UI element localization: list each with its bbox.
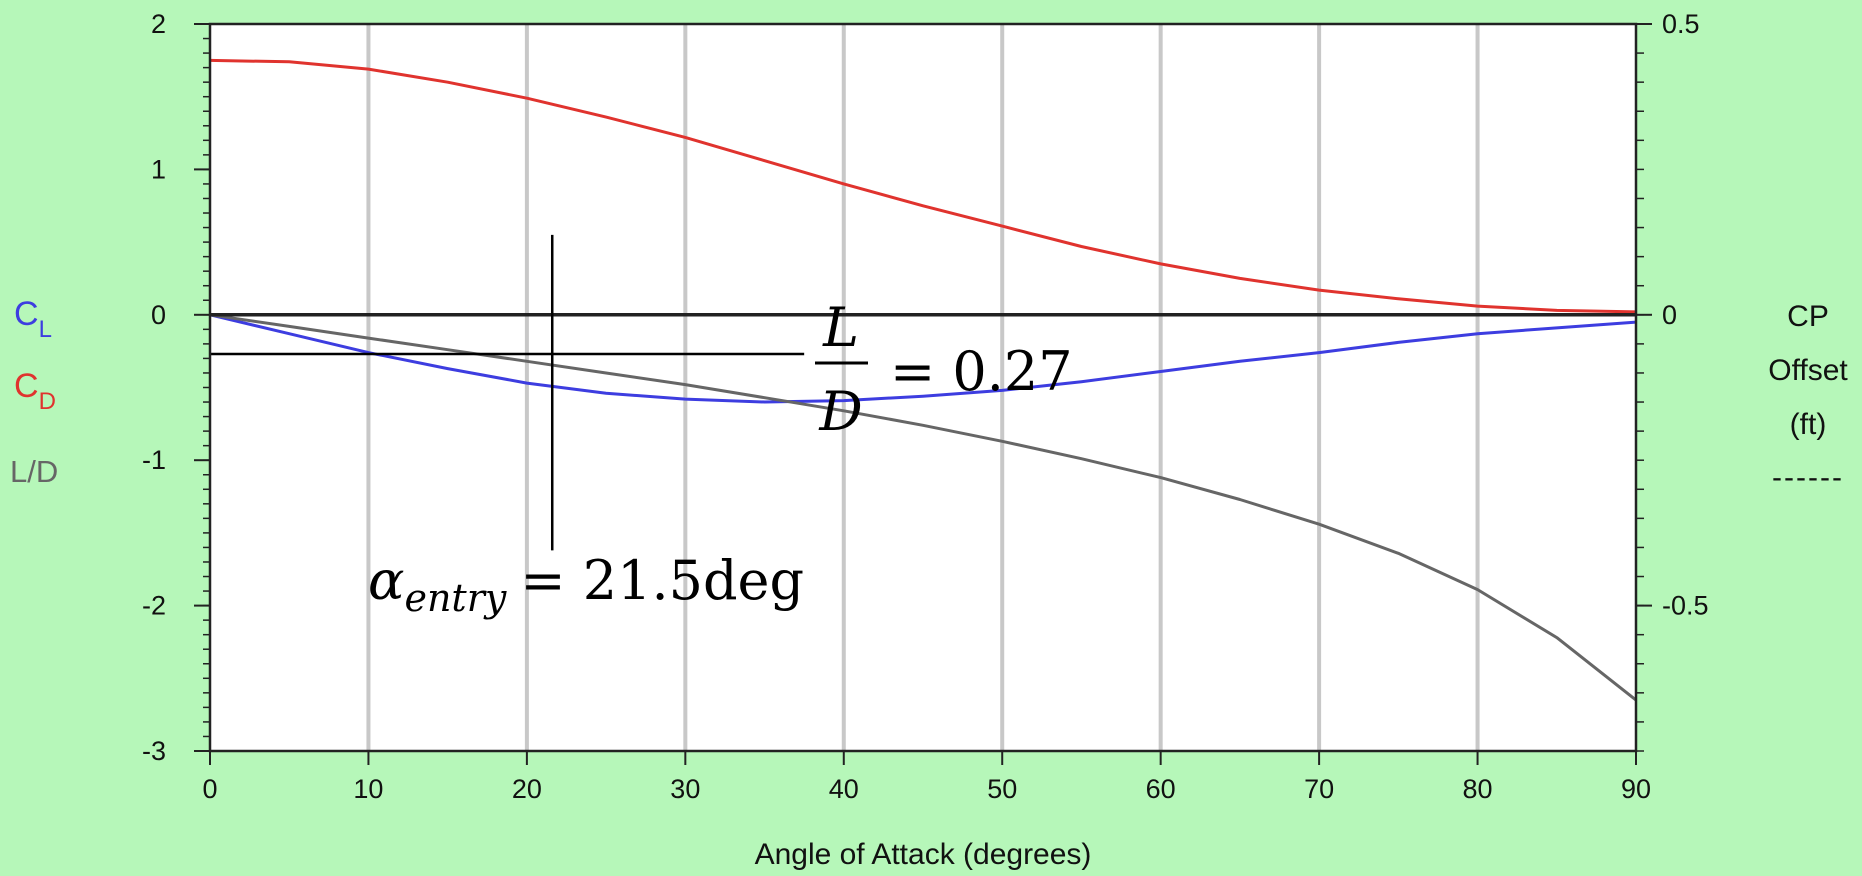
x-tick-label-3: 30 bbox=[670, 774, 700, 804]
y-tick-label-3: 0 bbox=[151, 300, 166, 330]
alpha-label: αentry = 21.5deg bbox=[368, 549, 804, 620]
series-line-0 bbox=[209, 58, 1637, 314]
y-tick-label-4: 1 bbox=[151, 154, 166, 184]
ticks: 0 10 20 30 40 50 60 70 80 90 -3 -2 -1 0 1 2 -0.5 0 0.5 bbox=[142, 9, 1709, 804]
x-tick-label-1: 10 bbox=[353, 774, 383, 804]
x-tick-label-4: 40 bbox=[829, 774, 859, 804]
right-label-line-1: CP bbox=[1787, 300, 1829, 333]
ld-numerator: L bbox=[822, 296, 859, 359]
series-line-2 bbox=[209, 313, 1637, 702]
x-tick-label-0: 0 bbox=[202, 774, 217, 804]
x-tick-label-2: 20 bbox=[512, 774, 542, 804]
annotation-lines bbox=[210, 234, 805, 551]
right-label-dash: ------ bbox=[1772, 461, 1844, 494]
x-axis-title: Angle of Attack (degrees) bbox=[755, 838, 1092, 871]
y-tick-label-0: -3 bbox=[142, 736, 166, 766]
y-tick-label-1: -2 bbox=[142, 591, 166, 621]
y2-tick-label-0: -0.5 bbox=[1662, 591, 1709, 621]
ld-value: = 0.27 bbox=[890, 340, 1073, 403]
right-label-line-2: Offset bbox=[1768, 354, 1848, 387]
y-tick-label-5: 2 bbox=[151, 9, 166, 39]
plot-area bbox=[210, 24, 1636, 751]
y-tick-label-2: -1 bbox=[142, 445, 166, 475]
ld-denominator: D bbox=[818, 380, 862, 443]
y2-tick-label-1: 0 bbox=[1662, 300, 1677, 330]
x-tick-label-8: 80 bbox=[1463, 774, 1493, 804]
series-line-1 bbox=[209, 313, 1637, 404]
x-tick-label-7: 70 bbox=[1304, 774, 1334, 804]
x-tick-label-9: 90 bbox=[1621, 774, 1651, 804]
series-group bbox=[209, 58, 1637, 702]
right-label-line-3: (ft) bbox=[1790, 408, 1827, 441]
legend-cd: CD bbox=[14, 367, 56, 415]
x-tick-label-6: 60 bbox=[1146, 774, 1176, 804]
grid bbox=[366, 24, 1480, 751]
legend-ld: L/D bbox=[10, 454, 58, 489]
legend-cl: CL bbox=[14, 295, 52, 343]
x-tick-label-5: 50 bbox=[987, 774, 1017, 804]
y2-tick-label-2: 0.5 bbox=[1662, 9, 1700, 39]
